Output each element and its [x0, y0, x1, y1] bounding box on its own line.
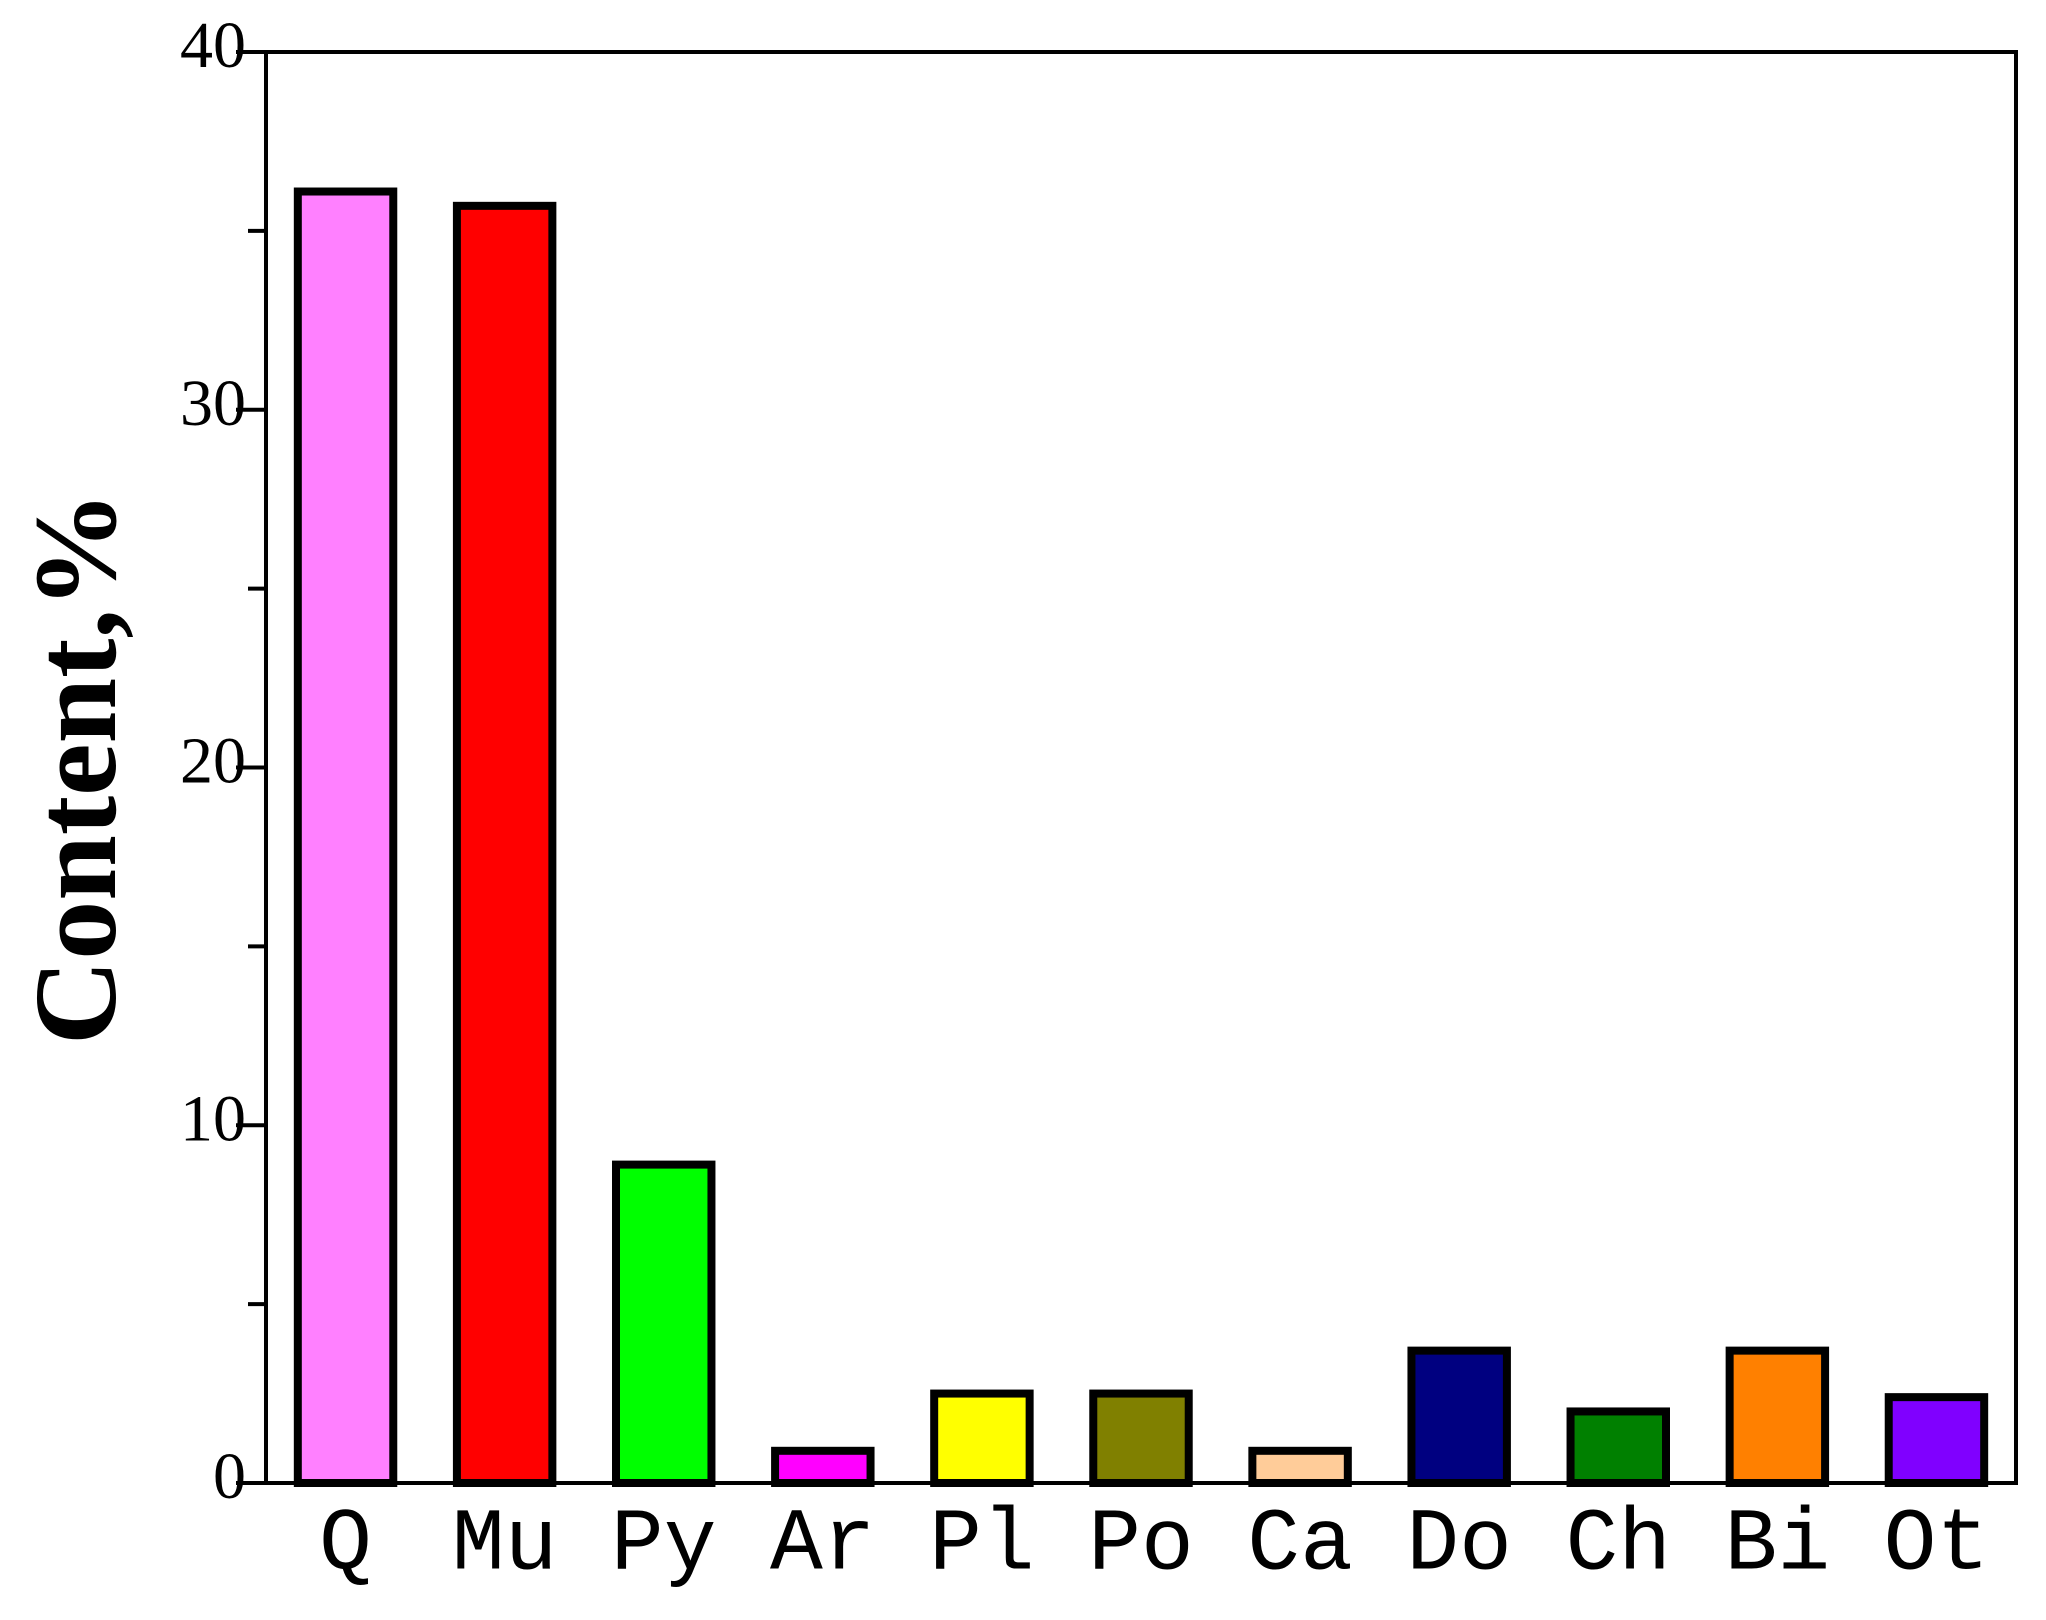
y-tick-label: 10 — [180, 1082, 246, 1155]
x-tick-label: Po — [1088, 1496, 1194, 1595]
bar — [293, 187, 398, 1488]
x-tick-label: Q — [319, 1496, 372, 1595]
x-tick-label: Ar — [770, 1496, 876, 1595]
y-tick-label: 30 — [180, 367, 246, 440]
bar — [771, 1446, 875, 1487]
y-tick-label: 20 — [180, 725, 246, 798]
x-tick-label: Ch — [1565, 1496, 1671, 1595]
x-tick-label: Py — [611, 1496, 717, 1595]
y-axis-label: Content,% — [10, 491, 141, 1045]
bar — [1248, 1446, 1352, 1487]
y-tick-label: 40 — [180, 9, 246, 82]
bar — [1566, 1407, 1670, 1487]
x-tick-label: Mu — [452, 1496, 558, 1595]
bar — [1884, 1393, 1989, 1488]
bar — [612, 1160, 716, 1488]
x-tick-label: Bi — [1725, 1496, 1831, 1595]
bar — [1089, 1389, 1193, 1487]
y-tick-label: 0 — [213, 1440, 246, 1513]
x-tick-label: Pl — [929, 1496, 1035, 1595]
bar — [1407, 1346, 1511, 1487]
plot-frame — [264, 50, 2018, 1485]
x-tick-label: Ot — [1884, 1496, 1990, 1595]
x-tick-label: Ca — [1247, 1496, 1353, 1595]
bar — [452, 201, 557, 1487]
bar — [1725, 1346, 1830, 1487]
bar — [930, 1389, 1034, 1487]
x-tick-label: Do — [1406, 1496, 1512, 1595]
